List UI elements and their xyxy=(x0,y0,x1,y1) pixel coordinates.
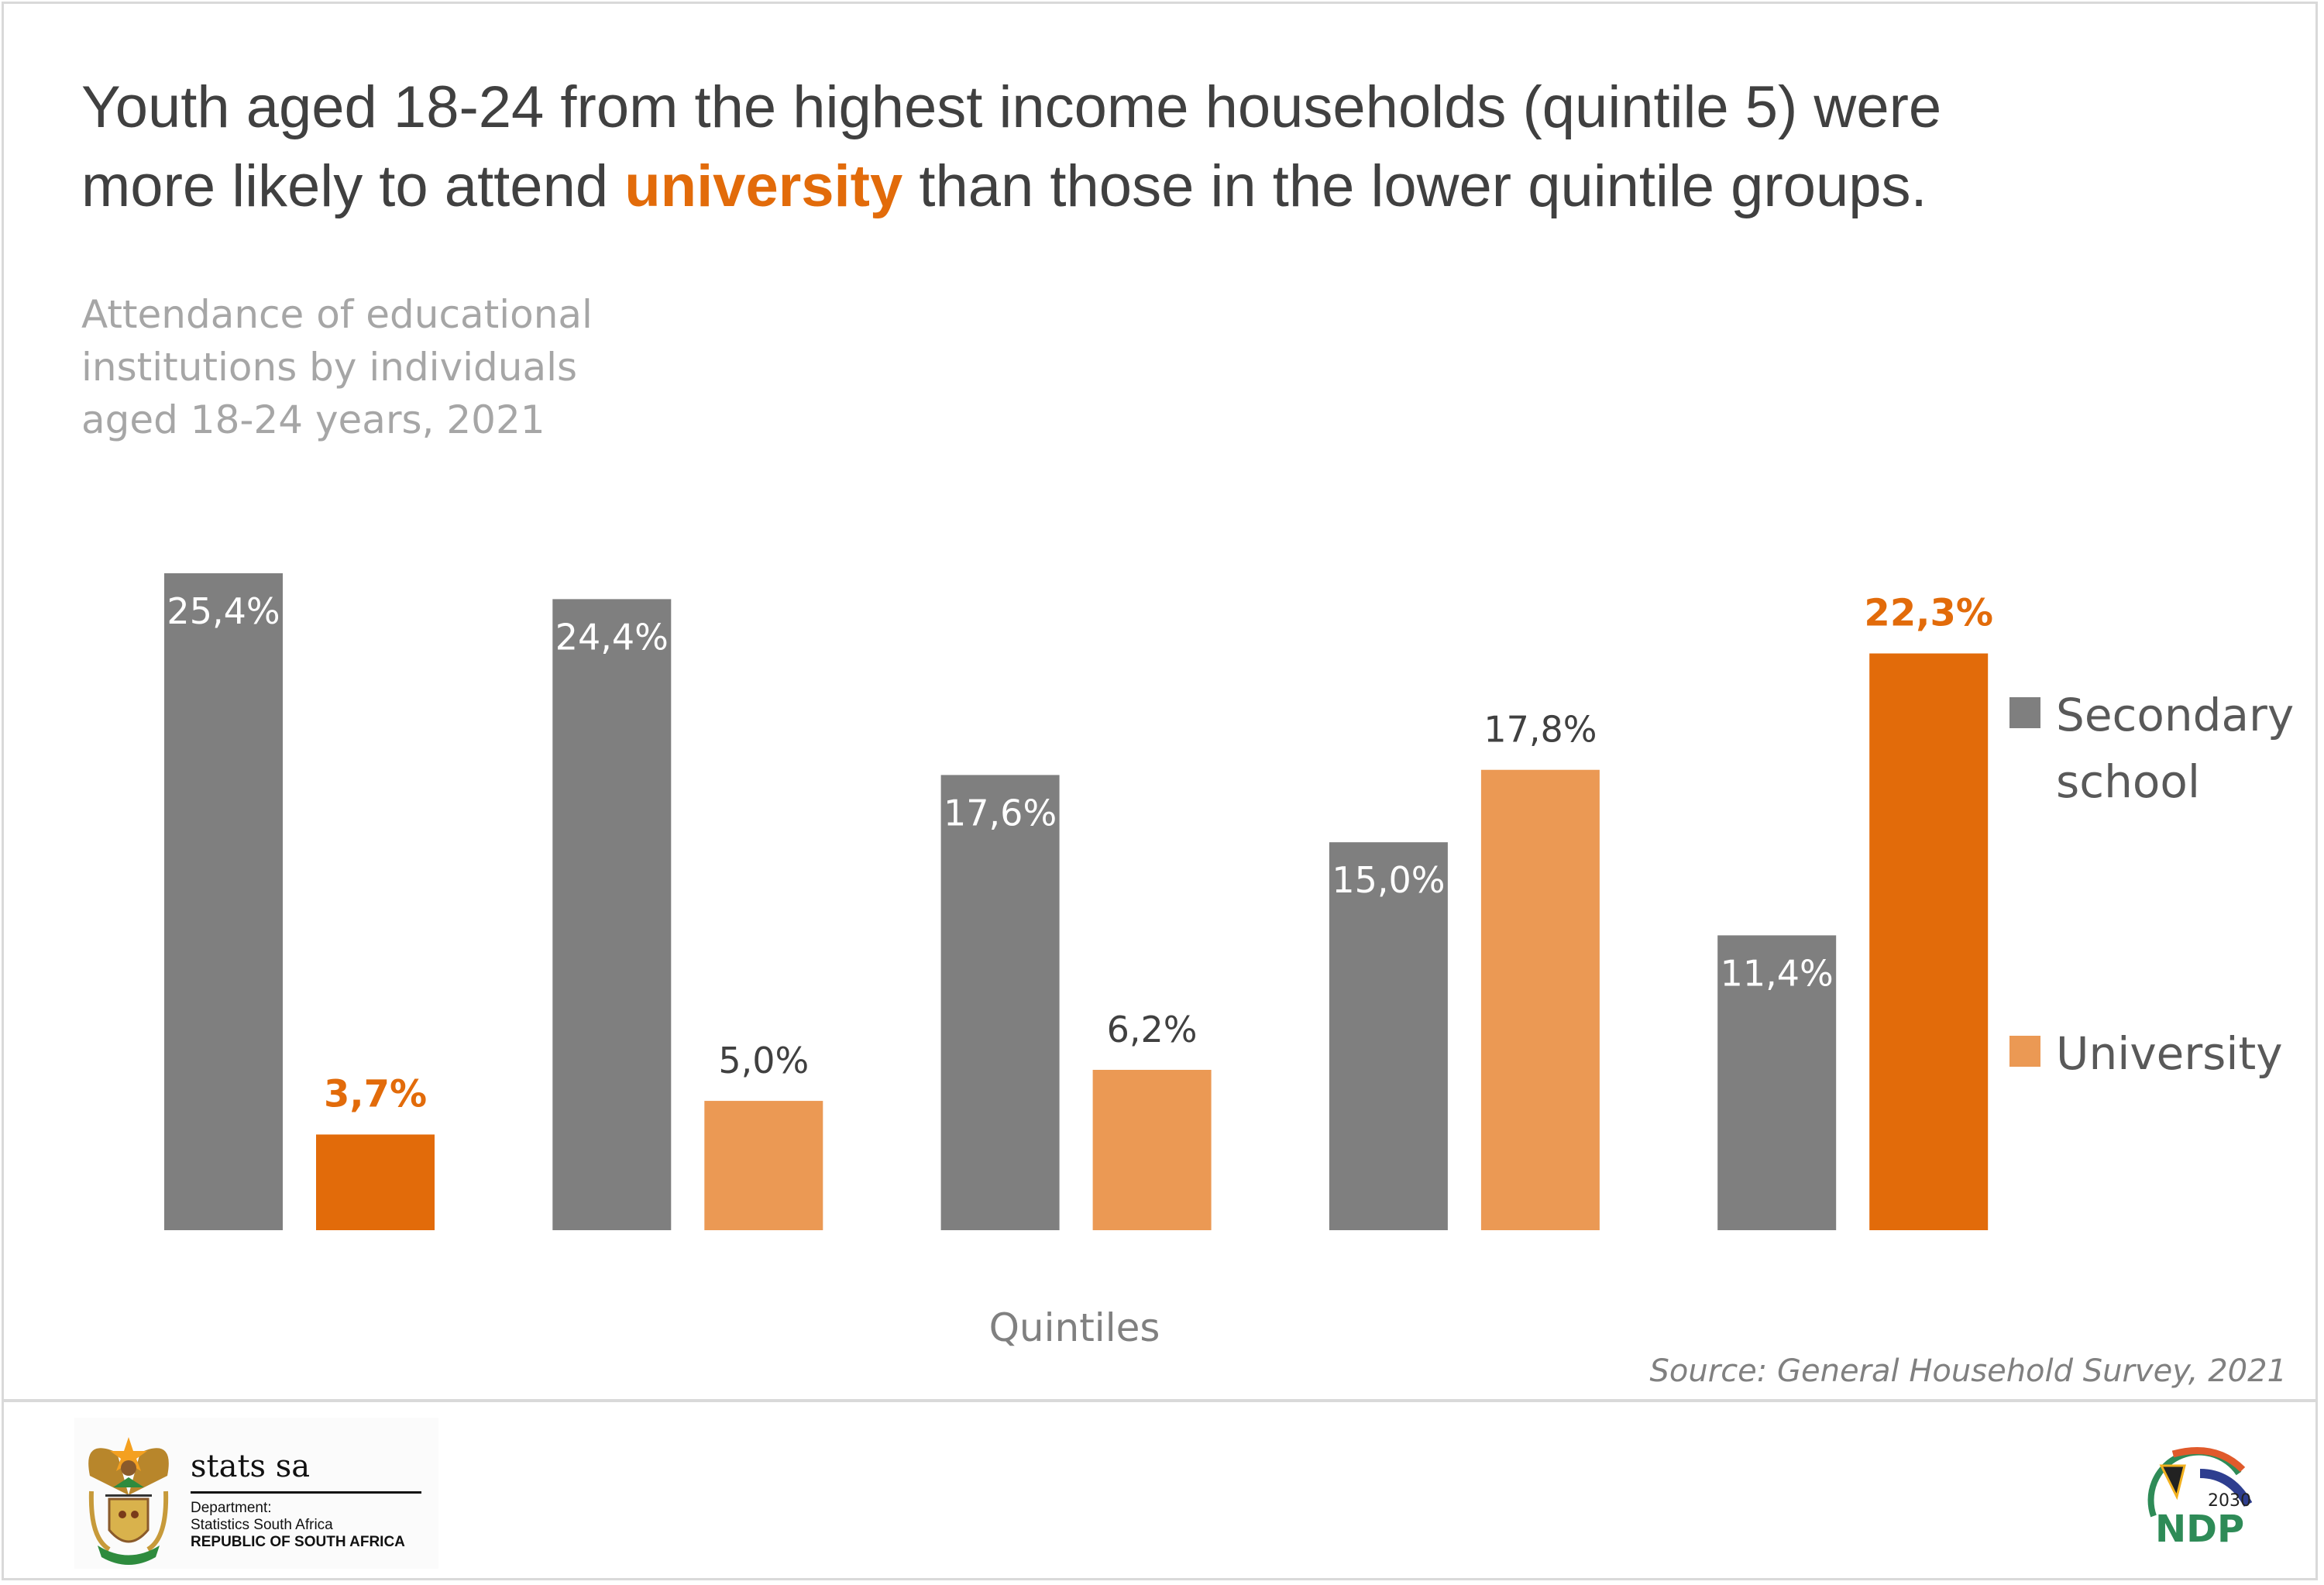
bar-university xyxy=(704,1101,823,1230)
headline-highlight: university xyxy=(624,153,903,219)
subtitle-line: institutions by individuals xyxy=(81,345,578,390)
ndp-2030-logo: 2030 NDP xyxy=(2138,1442,2254,1551)
footer-divider xyxy=(2,1399,2318,1402)
headline-text: than those in the lower quintile groups. xyxy=(902,153,1927,219)
bar-secondary-school xyxy=(164,573,283,1230)
x-axis-label: Quintiles xyxy=(988,1305,1160,1350)
stats-sa-logo: stats sa Department: Statistics South Af… xyxy=(74,1418,438,1569)
bar-secondary-school xyxy=(552,599,672,1230)
bar-university xyxy=(316,1134,435,1230)
bar-university xyxy=(1092,1070,1212,1230)
data-label-university: 6,2% xyxy=(1107,1009,1198,1050)
data-label-secondary: 24,4% xyxy=(555,616,669,658)
bar-secondary-school xyxy=(940,775,1060,1230)
dept-text: Statistics South Africa xyxy=(191,1517,333,1533)
data-label-secondary: 17,6% xyxy=(944,792,1057,834)
headline-text: more likely to attend xyxy=(81,153,625,219)
subtitle-line: Attendance of educational xyxy=(81,292,593,337)
bar-secondary-school xyxy=(1717,935,1837,1230)
data-label-secondary: 25,4% xyxy=(167,590,280,632)
ndp-emblem-icon: 2030 NDP xyxy=(2147,1447,2253,1551)
chart-subtitle: Attendance of educational institutions b… xyxy=(81,288,670,446)
headline-line-1: Youth aged 18-24 from the highest income… xyxy=(81,74,1942,140)
dept-text: Department: xyxy=(191,1500,272,1516)
headline: Youth aged 18-24 from the highest income… xyxy=(81,68,2289,226)
legend-swatch-university xyxy=(2009,1036,2040,1067)
data-label-university: 5,0% xyxy=(718,1040,809,1081)
data-label-secondary: 15,0% xyxy=(1332,859,1445,901)
stats-sa-department: Department: Statistics South Africa REPU… xyxy=(191,1500,405,1551)
dept-text: REPUBLIC OF SOUTH AFRICA xyxy=(191,1534,405,1550)
source-note: Source: General Household Survey, 2021 xyxy=(1649,1353,2287,1389)
coat-of-arms-icon xyxy=(88,1437,169,1565)
legend-text: school xyxy=(2056,755,2200,808)
legend-label-secondary: Secondary school xyxy=(2056,682,2312,815)
legend-text: Secondary xyxy=(2056,689,2295,741)
legend-swatch-secondary xyxy=(2009,697,2040,728)
subtitle-line: aged 18-24 years, 2021 xyxy=(81,397,545,442)
bar-secondary-school xyxy=(1329,842,1448,1230)
bar-university xyxy=(1480,769,1600,1230)
stats-sa-name: stats sa xyxy=(191,1449,311,1484)
legend-label-university: University xyxy=(2056,1027,2283,1080)
bar-university xyxy=(1869,653,1989,1230)
data-label-university: 22,3% xyxy=(1864,591,1993,634)
data-label-university: 3,7% xyxy=(324,1072,427,1116)
ndp-text: NDP xyxy=(2155,1508,2244,1547)
data-label-secondary: 11,4% xyxy=(1721,952,1834,994)
stats-sa-rule xyxy=(191,1491,421,1494)
data-label-university: 17,8% xyxy=(1483,709,1597,751)
ndp-year: 2030 xyxy=(2208,1491,2251,1511)
headline-line-2: more likely to attend university than th… xyxy=(81,147,2289,226)
